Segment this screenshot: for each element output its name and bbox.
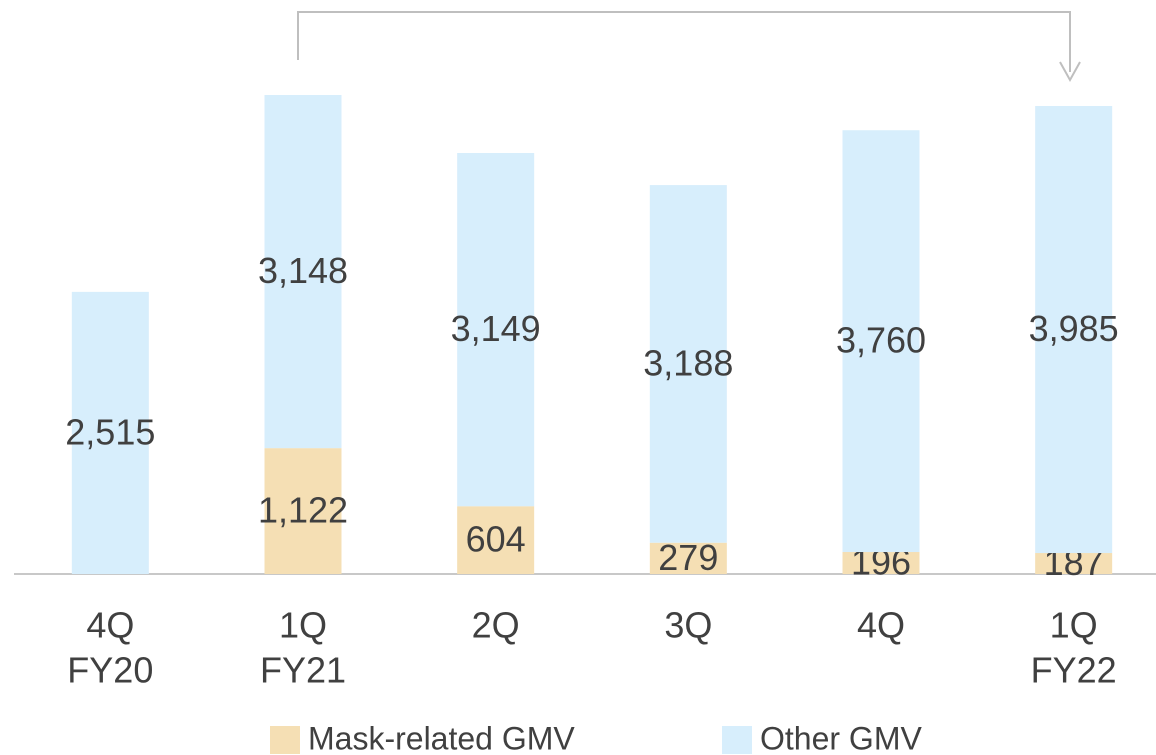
bar-segment (842, 552, 920, 574)
bar-segment (649, 185, 727, 543)
bar-segment (457, 506, 535, 574)
data-label: 1,122 (258, 490, 348, 531)
arrow-head (1059, 61, 1081, 83)
legend-swatch (270, 726, 300, 754)
bar-segment (1035, 105, 1113, 554)
x-tick-label: 4Q (857, 605, 905, 646)
bar-segment (71, 291, 149, 574)
data-label: 3,188 (643, 342, 733, 383)
data-label: 3,985 (1029, 308, 1119, 349)
data-label: 279 (658, 537, 718, 578)
bar-segment (264, 95, 342, 449)
bar-segment (1035, 553, 1113, 574)
bar-segment (842, 130, 920, 553)
data-label: 3,760 (836, 320, 926, 361)
legend-label: Mask-related GMV (308, 720, 575, 755)
x-tick-label: 4Q (86, 605, 134, 646)
data-label: 3,148 (258, 250, 348, 291)
x-tick-label: 1Q (1050, 605, 1098, 646)
data-label: 2,515 (65, 411, 155, 452)
comparison-bracket (297, 11, 1071, 72)
legend-swatch (722, 726, 752, 754)
data-label: 604 (466, 519, 526, 560)
x-tick-label: FY21 (260, 650, 346, 691)
data-label: 3,149 (451, 308, 541, 349)
x-tick-label: 2Q (472, 605, 520, 646)
legend-label: Other GMV (760, 720, 922, 755)
bar-segment (649, 542, 727, 574)
x-tick-label: 1Q (279, 605, 327, 646)
x-tick-label: FY22 (1031, 650, 1117, 691)
bar-segment (264, 448, 342, 574)
bar-segment (457, 152, 535, 507)
x-tick-label: FY20 (67, 650, 153, 691)
x-tick-label: 3Q (664, 605, 712, 646)
